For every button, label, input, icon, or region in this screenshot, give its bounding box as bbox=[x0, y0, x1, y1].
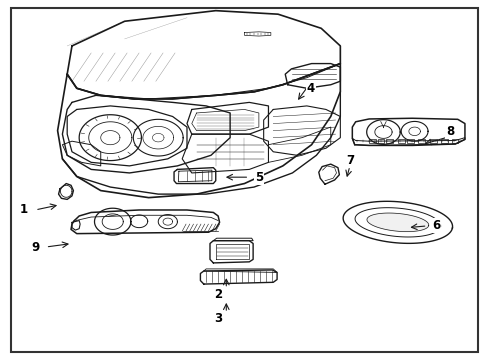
Bar bbox=[429, 139, 436, 143]
Polygon shape bbox=[59, 184, 73, 199]
Bar bbox=[377, 139, 384, 143]
Bar bbox=[417, 139, 424, 143]
Text: 4: 4 bbox=[306, 82, 314, 95]
Polygon shape bbox=[351, 118, 464, 145]
Text: 6: 6 bbox=[431, 219, 439, 232]
Text: 7: 7 bbox=[345, 154, 353, 167]
Bar bbox=[368, 139, 375, 143]
Text: 5: 5 bbox=[254, 171, 263, 184]
Polygon shape bbox=[174, 168, 215, 184]
Polygon shape bbox=[58, 64, 340, 198]
Polygon shape bbox=[351, 138, 464, 145]
Bar bbox=[386, 139, 392, 143]
Polygon shape bbox=[213, 238, 253, 241]
Text: 9: 9 bbox=[31, 240, 39, 253]
Bar bbox=[440, 139, 447, 143]
Polygon shape bbox=[285, 64, 340, 88]
Polygon shape bbox=[263, 106, 340, 155]
Bar bbox=[450, 139, 457, 143]
Polygon shape bbox=[200, 270, 277, 284]
Polygon shape bbox=[67, 11, 340, 99]
Polygon shape bbox=[268, 127, 330, 162]
Polygon shape bbox=[318, 164, 339, 184]
Text: 1: 1 bbox=[20, 203, 28, 216]
Polygon shape bbox=[71, 210, 219, 234]
Polygon shape bbox=[366, 213, 428, 231]
Polygon shape bbox=[186, 102, 268, 134]
Bar bbox=[397, 139, 404, 143]
Text: 8: 8 bbox=[446, 125, 454, 138]
Polygon shape bbox=[203, 269, 277, 273]
Text: 3: 3 bbox=[214, 312, 222, 325]
Polygon shape bbox=[67, 106, 186, 166]
Polygon shape bbox=[62, 141, 101, 166]
Polygon shape bbox=[182, 134, 268, 173]
Polygon shape bbox=[62, 95, 230, 173]
Polygon shape bbox=[209, 241, 253, 263]
Text: 2: 2 bbox=[214, 288, 222, 301]
Polygon shape bbox=[72, 221, 80, 230]
Bar bbox=[407, 139, 413, 143]
